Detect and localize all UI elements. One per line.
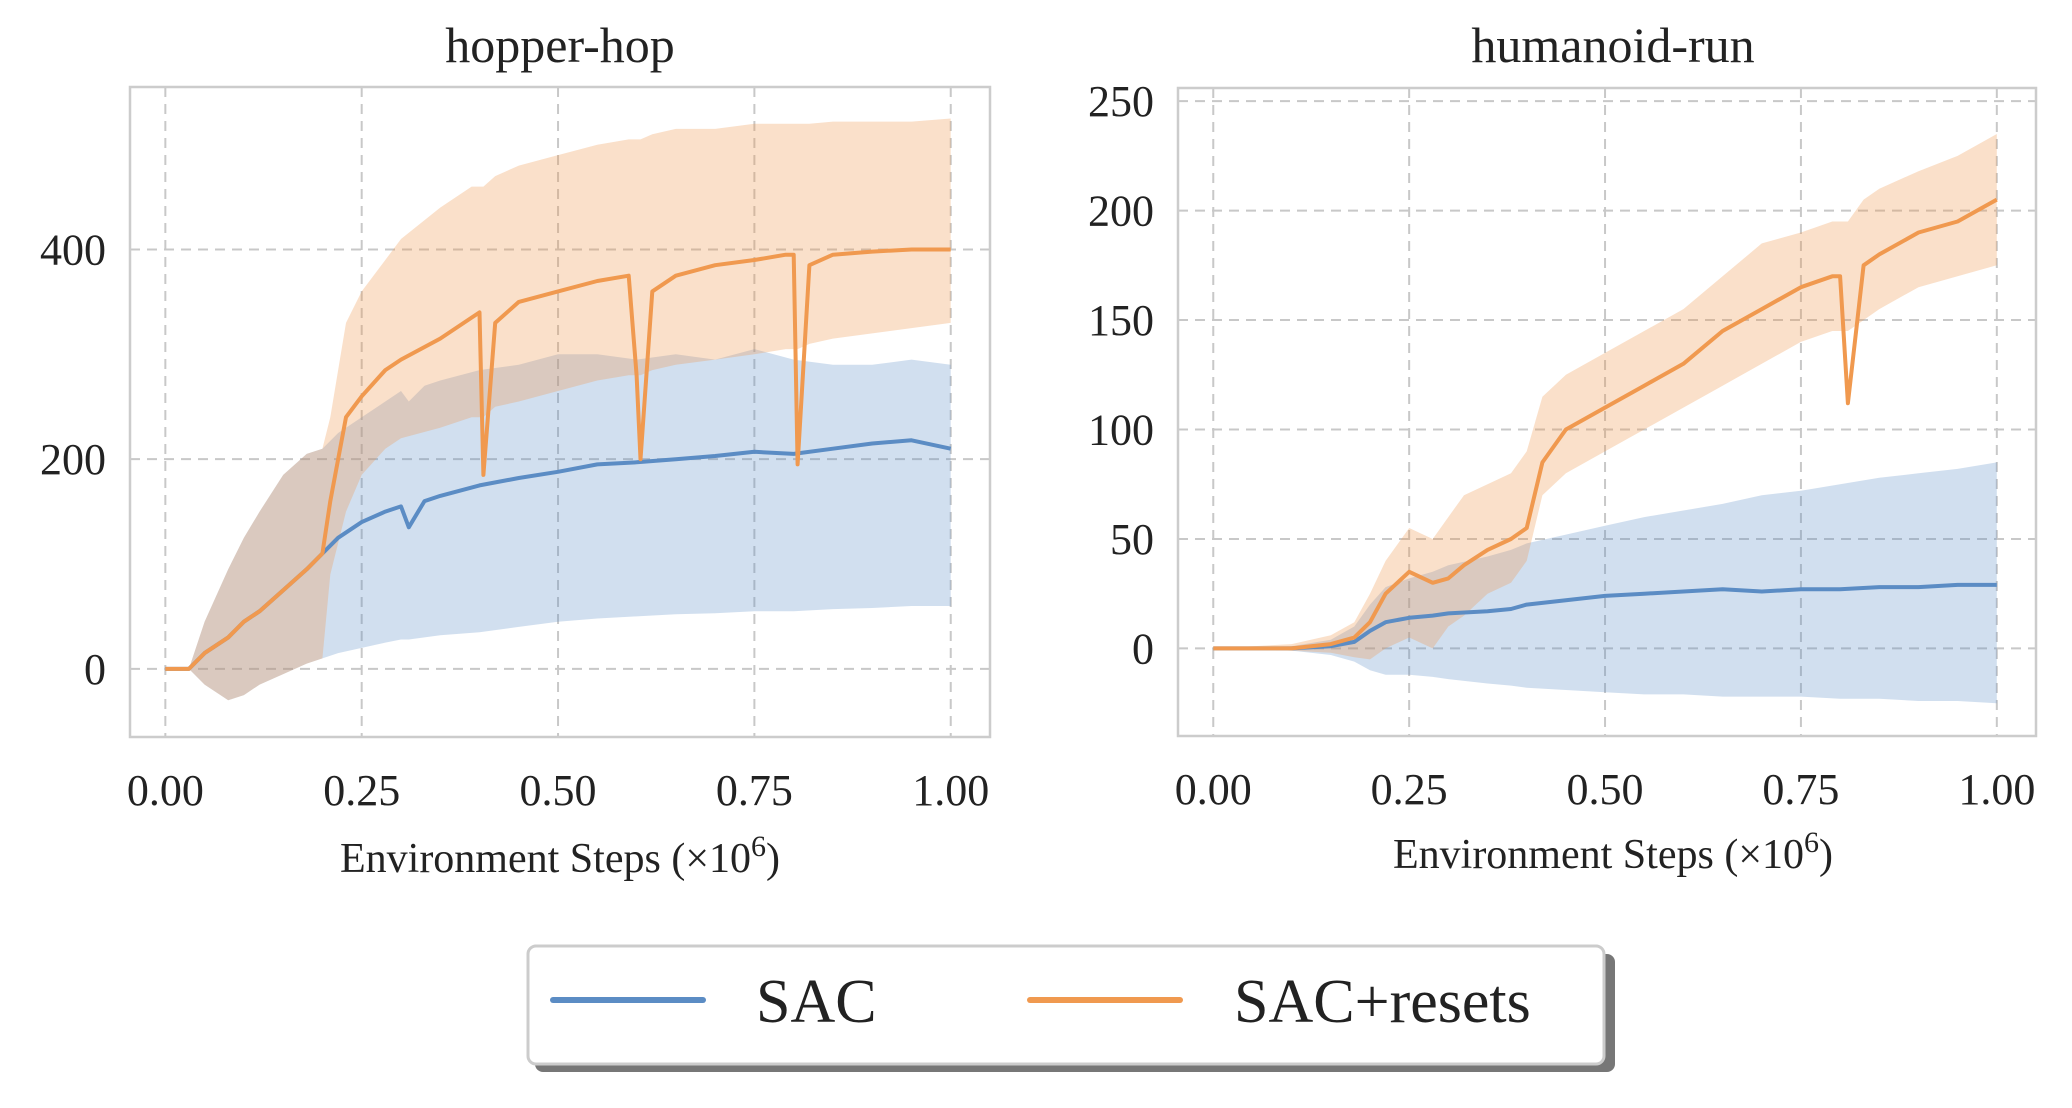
plot-frame [1176,86,2038,738]
band-sac-resets [165,118,951,701]
panel-hopper-hop: hopper-hop 0.00 0.25 0.50 0.75 1.00 0200400 … [40,17,992,882]
legend-label-sac-resets: SAC+resets [1234,968,1531,1036]
x-tick-label: 0.25 [1371,765,1448,814]
x-tick-label: 0.00 [1175,765,1252,814]
legend-label-sac: SAC [756,968,877,1036]
band-sac [165,349,951,701]
y-tick-label: 200 [40,435,106,484]
x-axis-label-paren-close: ) [1819,832,1833,878]
x-axis-label-paren-close: ) [766,836,780,882]
band-sac-resets [1213,134,1997,660]
x-axis-label-paren-open: ( [661,836,686,882]
panel-humanoid-run: humanoid-run 0.00 0.25 0.50 0.75 1.00 0 50 100… [1088,17,2038,878]
line-sac-resets [165,247,951,671]
x-axis-unit-exponent: 6 [751,830,766,863]
x-tick-label: 1.00 [1958,765,2035,814]
y-tick-label: 50 [1110,515,1154,564]
plot-frame [128,85,992,739]
y-tick-label: 200 [1088,187,1154,236]
y-tick-label: 0 [84,645,106,694]
y-tick-label: 250 [1088,77,1154,126]
y-tick-label: 0 [1132,624,1154,673]
y-tick-label: 150 [1088,296,1154,345]
chart-title: humanoid-run [1471,17,1754,73]
legend-box [526,944,1606,1066]
x-tick-label: 0.50 [1567,765,1644,814]
x-tick-label: 0.00 [127,766,204,815]
line-sac [1213,582,1997,651]
x-tick-label: 0.75 [1762,765,1839,814]
band-sac [1213,462,1997,704]
x-axis-unit-base: ×10 [685,836,751,882]
legend: SAC SAC+resets [526,944,1615,1072]
x-axis-label: Environment Steps (×106) [340,830,780,882]
x-axis-label-text: Environment Steps [1393,832,1714,878]
x-axis-unit-exponent: 6 [1804,826,1819,859]
x-axis-label: Environment Steps (×106) [1393,826,1833,878]
y-tick-label: 400 [40,226,106,275]
line-sac-resets [1213,197,1998,651]
x-tick-label: 0.75 [716,766,793,815]
x-tick-label: 0.50 [520,766,597,815]
x-tick-label: 1.00 [912,766,989,815]
x-tick-label: 0.25 [323,766,400,815]
x-axis-label-paren-open: ( [1714,832,1739,878]
chart-title: hopper-hop [445,17,675,73]
x-axis-label-text: Environment Steps [340,836,661,882]
x-axis-unit-base: ×10 [1738,832,1804,878]
y-tick-label: 100 [1088,406,1154,455]
